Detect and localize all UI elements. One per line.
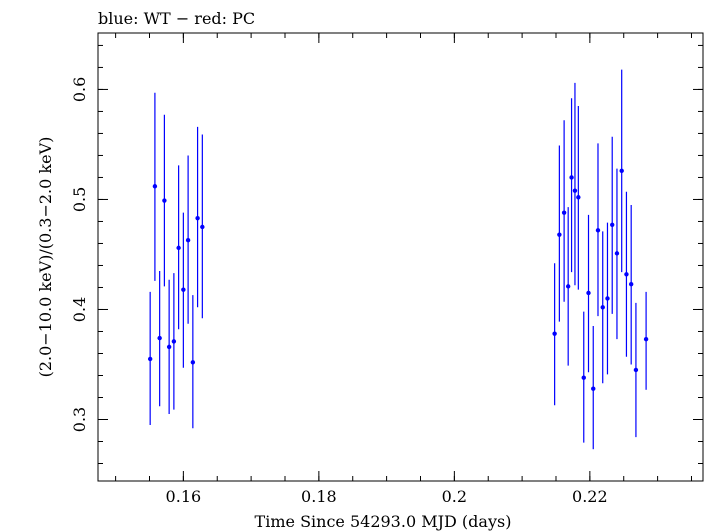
y-tick-label: 0.3 [70, 407, 89, 432]
data-point [157, 335, 162, 341]
x-tick-label: 0.22 [572, 487, 608, 506]
data-point [633, 367, 639, 373]
data-point [586, 290, 591, 296]
data-point [569, 175, 574, 180]
data-point [605, 296, 610, 301]
data-point [643, 336, 649, 342]
data-point [195, 215, 200, 221]
y-axis-label: (2.0−10.0 keV)/(0.3−2.0 keV) [36, 137, 55, 378]
data-point [572, 188, 578, 193]
x-tick-label: 0.16 [166, 487, 202, 506]
data-point [576, 195, 581, 200]
data-point [628, 281, 634, 287]
plot-frame [97, 32, 704, 482]
data-point [162, 198, 167, 203]
x-axis-label: Time Since 54293.0 MJD (days) [255, 512, 512, 531]
data-points [147, 69, 649, 450]
x-axis-tick-labels: 0.16 0.18 0.2 0.22 [166, 487, 608, 506]
y-axis-ticks [98, 88, 703, 420]
y-tick-label: 0.5 [70, 187, 89, 212]
data-point [166, 344, 172, 350]
y-axis-tick-labels: 0.3 0.4 0.5 0.6 [70, 77, 89, 433]
x-tick-label: 0.2 [442, 487, 467, 506]
data-point [190, 360, 196, 365]
data-point [147, 356, 153, 362]
data-point [581, 375, 586, 380]
data-point [176, 245, 181, 251]
data-point [200, 224, 205, 230]
x-axis-ticks [182, 33, 591, 481]
chart-title: blue: WT − red: PC [98, 9, 255, 28]
data-point [185, 237, 191, 243]
data-point [561, 210, 567, 215]
data-point [552, 331, 557, 336]
y-tick-label: 0.4 [70, 297, 89, 322]
data-point [595, 228, 601, 233]
x-tick-label: 0.18 [301, 487, 337, 506]
data-point [181, 287, 186, 292]
data-point [624, 272, 629, 277]
data-point [591, 386, 596, 391]
data-point [600, 305, 605, 310]
data-point [565, 284, 571, 289]
data-point [614, 251, 620, 256]
data-point [557, 232, 562, 237]
data-point [152, 184, 158, 189]
data-point [610, 222, 615, 227]
data-point [171, 339, 177, 344]
data-point [619, 168, 624, 174]
y-tick-label: 0.6 [70, 77, 89, 102]
